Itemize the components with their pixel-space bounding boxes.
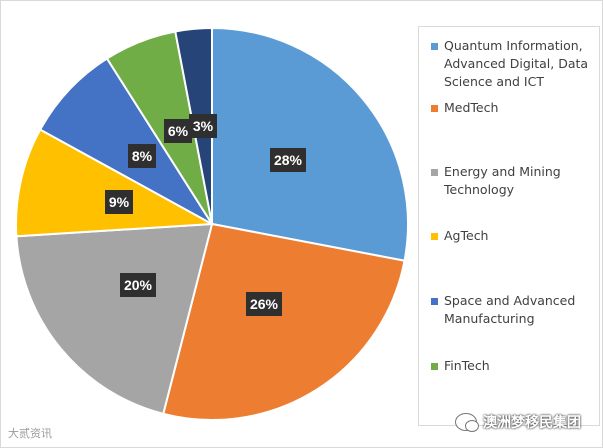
legend-item-energy: Energy and Mining Technology: [431, 163, 593, 199]
wechat-icon: [455, 413, 479, 432]
data-label: 3%: [189, 114, 217, 138]
legend-swatch: [431, 233, 438, 240]
data-label-box: [189, 114, 217, 138]
data-label: 26%: [246, 292, 282, 316]
data-label-box: [120, 273, 156, 297]
legend-label: Space and Advanced Manufacturing: [444, 293, 576, 326]
data-label: 8%: [128, 144, 156, 168]
legend-swatch: [431, 105, 438, 112]
data-label-text: 9%: [109, 194, 130, 210]
legend-swatch: [431, 169, 438, 176]
legend-label: MedTech: [444, 100, 499, 115]
data-label: 9%: [105, 190, 133, 214]
watermark-left: 大贰资讯: [8, 425, 52, 441]
data-label: 6%: [164, 119, 192, 143]
data-label-text: 20%: [124, 277, 153, 293]
legend-label: AgTech: [444, 228, 489, 243]
data-label-box: [246, 292, 282, 316]
chart-legend: Quantum Information, Advanced Digital, D…: [418, 26, 600, 426]
pie-slice: [15, 128, 216, 238]
legend-item-space: Space and Advanced Manufacturing: [431, 292, 593, 328]
legend-item-fintech: FinTech: [431, 357, 593, 375]
data-label-box: [128, 144, 156, 168]
watermark-left-text: 大贰资讯: [8, 427, 52, 440]
data-label-box: [105, 190, 133, 214]
legend-swatch: [431, 298, 438, 305]
data-label-text: 3%: [193, 118, 214, 134]
data-label-box: [164, 119, 192, 143]
data-label: 28%: [270, 148, 306, 172]
data-label-text: 8%: [132, 148, 153, 164]
legend-item-medtech: MedTech: [431, 99, 593, 117]
pie-data-labels: 28% 26% 20% 9% 8% 6% 3%: [105, 114, 306, 316]
data-label-box: [270, 148, 306, 172]
legend-label: Quantum Information, Advanced Digital, D…: [444, 38, 589, 89]
data-label-text: 28%: [274, 152, 303, 168]
watermark-right: 澳洲梦移民集团: [455, 412, 581, 432]
data-label: 20%: [120, 273, 156, 297]
data-label-text: 6%: [168, 123, 189, 139]
legend-item-quantum: Quantum Information, Advanced Digital, D…: [431, 37, 593, 91]
pie-slice: [162, 222, 406, 421]
legend-label: FinTech: [444, 358, 490, 373]
legend-label: Energy and Mining Technology: [444, 164, 561, 197]
pie-slice: [38, 57, 213, 225]
legend-swatch: [431, 43, 438, 50]
pie-slices: [15, 26, 409, 421]
pie-slice: [15, 222, 214, 416]
data-label-text: 26%: [250, 296, 279, 312]
watermark-right-text: 澳洲梦移民集团: [483, 415, 581, 431]
legend-swatch: [431, 363, 438, 370]
legend-item-agtech: AgTech: [431, 227, 593, 245]
pie-slice: [211, 26, 409, 262]
